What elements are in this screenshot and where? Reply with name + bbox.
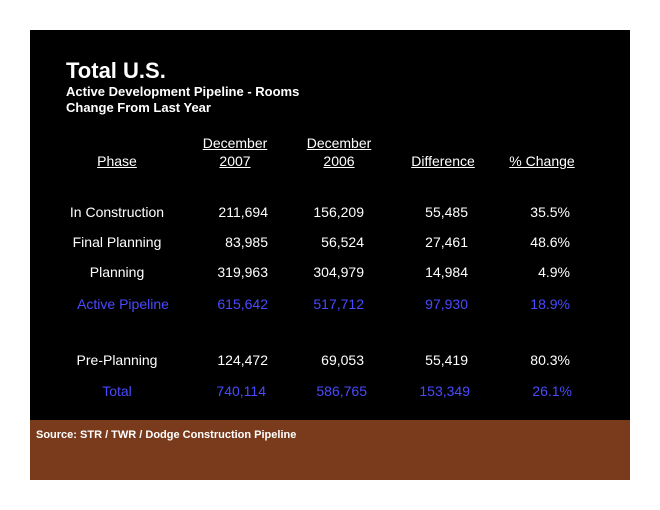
row-dec2007: 319,963 — [217, 264, 268, 280]
row-dec2006: 517,712 — [313, 296, 364, 312]
row-phase-planning: Planning — [89, 264, 145, 280]
row-pct: 18.9% — [530, 296, 570, 312]
row-difference: 55,419 — [425, 352, 468, 368]
row-dec2006: 56,524 — [321, 234, 364, 250]
row-dec2007: 211,694 — [218, 204, 268, 220]
row-difference: 97,930 — [425, 296, 468, 312]
row-pct: 80.3% — [530, 352, 570, 368]
row-difference: 153,349 — [419, 383, 470, 399]
row-dec2006: 69,053 — [321, 352, 364, 368]
row-phase-active-pipeline: Active Pipeline — [77, 296, 169, 312]
row-pct: 35.5% — [530, 204, 570, 220]
header-pct-change: % Change — [509, 153, 575, 169]
header-dec-2007: December 2007 — [202, 135, 268, 169]
row-phase-total: Total — [102, 383, 132, 399]
row-difference: 27,461 — [425, 234, 468, 250]
row-dec2007: 124,472 — [217, 352, 268, 368]
row-pct: 4.9% — [538, 264, 570, 280]
row-dec2006: 586,765 — [316, 383, 367, 399]
row-difference: 55,485 — [425, 204, 468, 220]
slide: Total U.S. Active Development Pipeline -… — [30, 30, 630, 480]
row-dec2006: 304,979 — [313, 264, 364, 280]
row-phase-pre-planning: Pre-Planning — [76, 352, 158, 368]
slide-title: Total U.S. — [66, 58, 166, 83]
row-phase-in-construction: In Construction — [69, 204, 165, 220]
row-difference: 14,984 — [425, 264, 468, 280]
row-dec2007: 83,985 — [225, 234, 268, 250]
row-pct: 48.6% — [530, 234, 570, 250]
slide-subtitle: Active Development Pipeline - Rooms — [66, 84, 300, 99]
row-dec2006: 156,209 — [313, 204, 364, 220]
row-phase-final-planning: Final Planning — [72, 234, 162, 250]
row-pct: 26.1% — [532, 383, 572, 399]
header-phase: Phase — [97, 153, 137, 169]
header-dec-2006: December 2006 — [306, 135, 372, 169]
row-dec2007: 740,114 — [216, 383, 266, 399]
slide-subtitle-2: Change From Last Year — [66, 100, 211, 115]
row-dec2007: 615,642 — [217, 296, 268, 312]
header-difference: Difference — [411, 153, 475, 169]
source-note: Source: STR / TWR / Dodge Construction P… — [36, 429, 297, 441]
footer-band: Source: STR / TWR / Dodge Construction P… — [30, 420, 630, 480]
